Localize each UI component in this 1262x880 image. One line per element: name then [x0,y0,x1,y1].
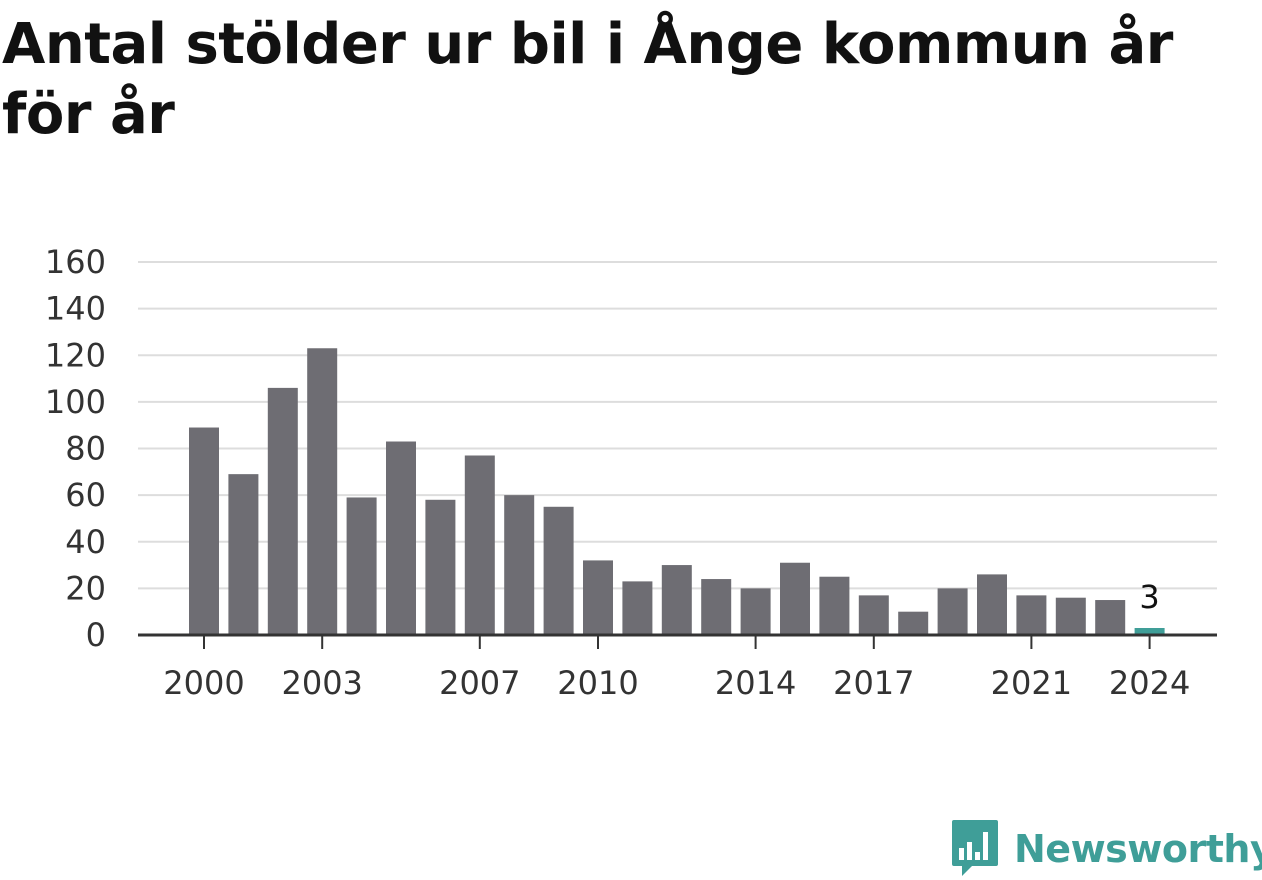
bar [858,595,889,635]
y-tick-label: 40 [65,523,106,561]
bar [701,579,732,635]
x-tick-label: 2000 [163,664,244,702]
y-tick-label: 120 [45,336,106,374]
bar [937,588,968,635]
bar [1016,595,1047,635]
bar [780,562,810,635]
bar [189,427,219,635]
y-tick-label: 80 [65,430,106,468]
bar [622,581,653,635]
x-axis-ticks [203,635,1151,649]
x-tick-label: 2017 [833,664,914,702]
bar [267,387,298,635]
bar [583,560,613,635]
x-tick-label: 2021 [991,664,1072,702]
data-label: 3 [1139,578,1159,616]
bar [346,497,377,635]
bars [189,348,1165,635]
x-tick-label: 2014 [715,664,796,702]
bar [740,588,771,635]
bar [1134,628,1165,635]
brand: Newsworthy [950,818,1262,880]
brand-name: Newsworthy [1014,827,1262,871]
data-labels: 3 [1139,578,1159,616]
bar [307,348,338,635]
y-tick-label: 160 [45,243,106,281]
bar [425,499,456,635]
y-tick-label: 0 [86,616,106,654]
x-tick-label: 2010 [557,664,638,702]
y-axis-labels: 0 20 40 60 80 100 120 140 160 [45,243,106,654]
y-tick-label: 100 [45,383,106,421]
bar [386,441,416,635]
grid-lines [138,261,1217,590]
bar [504,495,535,635]
y-tick-label: 60 [65,476,106,514]
bar [1055,597,1086,635]
y-tick-label: 140 [45,290,106,328]
x-tick-label: 2003 [281,664,362,702]
bar [228,474,259,635]
bar [977,574,1007,635]
bar [661,565,692,635]
chart-title: Antal stölder ur bil i Ånge kommun år fö… [2,12,1173,147]
bar [819,576,850,635]
bar [543,506,574,635]
x-tick-label: 2007 [439,664,520,702]
newsworthy-logo-icon [952,820,998,876]
bar [898,611,929,635]
x-axis-labels: 2000 2003 2007 2010 2014 2017 2021 2024 [163,664,1190,702]
y-tick-label: 20 [65,569,106,607]
bar [464,455,495,635]
x-tick-label: 2024 [1109,664,1190,702]
bar [1095,600,1126,635]
